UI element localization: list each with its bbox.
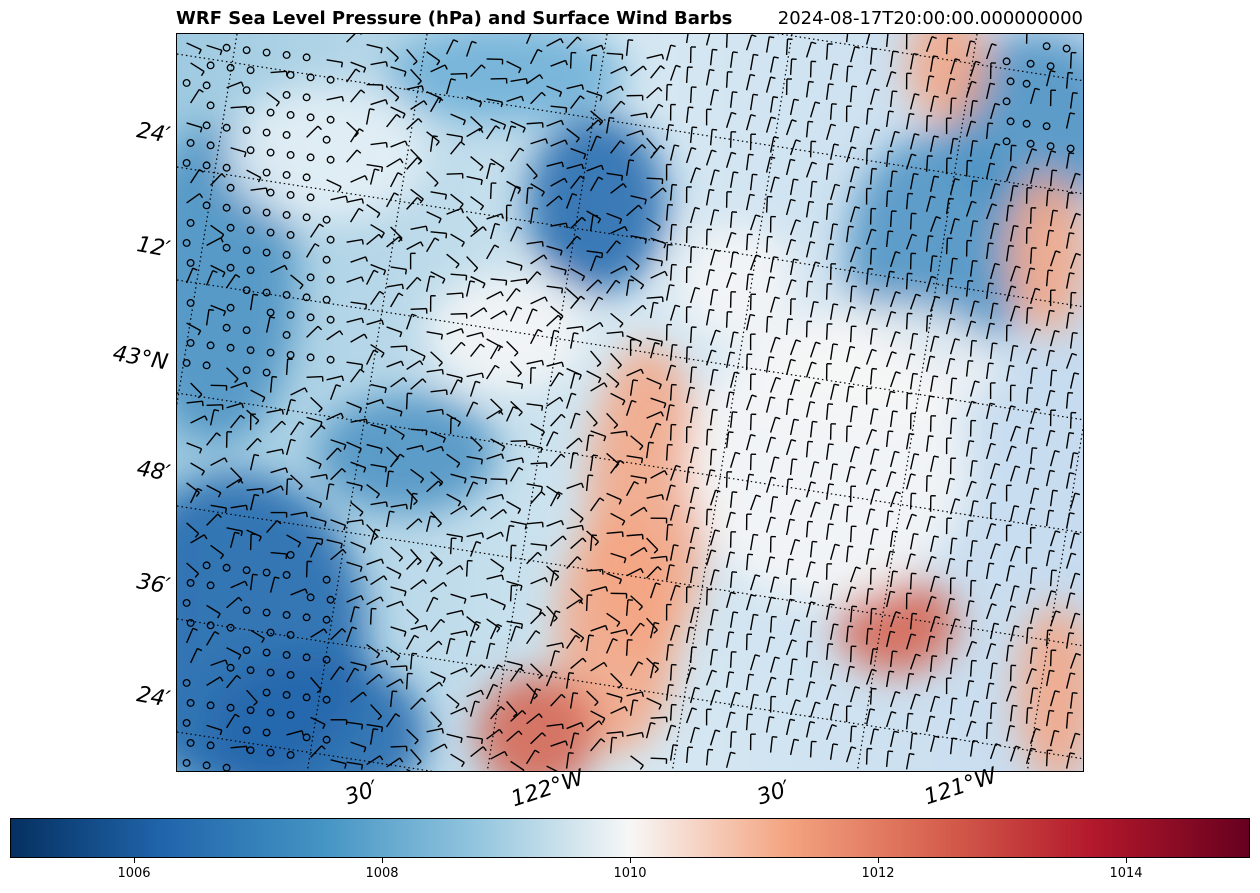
pressure-blob [1007,174,1084,334]
colorbar-tick [382,858,383,863]
pressure-wind-map [177,34,1084,772]
map-panel[interactable] [176,33,1084,772]
pressure-blob [757,304,997,424]
colorbar-tick [630,858,631,863]
pressure-blob [227,84,427,224]
lat-label-3: 43°N [111,341,170,375]
lat-label-1: 24′ [135,118,172,148]
lat-label-5: 36′ [135,569,172,599]
lat-label-6: 24′ [135,682,172,712]
colorbar-label-1008: 1008 [365,866,398,881]
lon-label-2: 122°W [508,766,587,813]
pressure-blob [427,274,587,394]
colorbar-tick [134,858,135,863]
colorbar-label-1012: 1012 [861,866,894,881]
plot-title: WRF Sea Level Pressure (hPa) and Surface… [176,8,732,29]
colorbar-label-1006: 1006 [117,866,150,881]
pressure-blob [527,114,667,294]
lon-label-1: 30′ [342,776,381,810]
colorbar-label-1014: 1014 [1109,866,1142,881]
pressure-blob [677,224,797,344]
lat-label-4: 48′ [135,456,172,486]
plot-timestamp: 2024-08-17T20:00:00.000000000 [778,8,1083,29]
lon-label-3: 30′ [754,776,793,810]
colorbar [10,818,1250,858]
colorbar-tick [878,858,879,863]
colorbar-tick [1126,858,1127,863]
colorbar-label-1010: 1010 [613,866,646,881]
pressure-blob [317,394,497,514]
lat-label-2: 12′ [135,232,172,262]
